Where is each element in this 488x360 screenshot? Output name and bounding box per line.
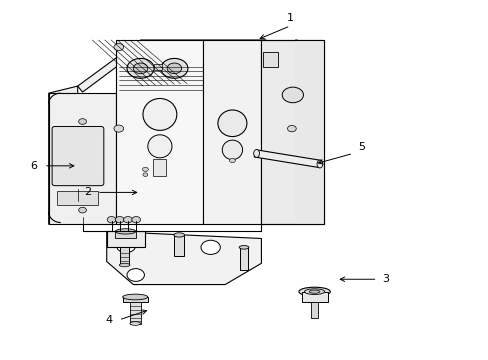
Polygon shape [261,40,324,224]
Ellipse shape [174,233,184,237]
Ellipse shape [130,322,140,325]
Polygon shape [78,40,265,92]
Ellipse shape [304,289,324,294]
Bar [263,53,278,67]
Ellipse shape [115,229,136,234]
Circle shape [132,216,140,223]
Ellipse shape [239,246,248,249]
Bar [153,64,162,70]
Polygon shape [130,302,140,324]
Circle shape [161,58,187,78]
Polygon shape [174,235,183,256]
Circle shape [79,207,86,213]
Text: 6: 6 [31,161,38,171]
Text: 3: 3 [382,274,389,284]
Polygon shape [301,292,327,302]
Ellipse shape [119,263,130,267]
Circle shape [229,158,235,163]
Polygon shape [122,297,147,302]
Polygon shape [49,86,78,224]
Ellipse shape [222,140,242,159]
Circle shape [142,167,148,171]
Polygon shape [106,231,261,284]
Ellipse shape [253,149,259,157]
Circle shape [114,125,123,132]
Polygon shape [239,247,248,270]
Polygon shape [120,247,129,265]
Text: 2: 2 [83,188,91,197]
FancyBboxPatch shape [52,126,103,186]
Circle shape [115,216,124,223]
Polygon shape [295,40,324,224]
Circle shape [107,216,116,223]
Circle shape [127,58,154,78]
Circle shape [287,125,296,132]
Polygon shape [115,231,136,238]
Circle shape [123,216,132,223]
Polygon shape [310,302,318,318]
Ellipse shape [122,294,147,300]
Polygon shape [49,93,116,224]
Ellipse shape [298,287,329,296]
Circle shape [127,269,144,282]
Ellipse shape [142,99,177,130]
Bar [152,159,166,176]
Circle shape [133,63,147,74]
Polygon shape [106,231,145,247]
Circle shape [201,240,220,255]
Text: 1: 1 [286,13,293,23]
Circle shape [79,119,86,124]
Bar [57,191,98,205]
Circle shape [282,87,303,103]
Text: 4: 4 [105,315,112,325]
Polygon shape [116,40,203,224]
Circle shape [142,173,147,176]
Circle shape [114,44,123,51]
Ellipse shape [218,110,246,136]
Ellipse shape [308,290,319,293]
Circle shape [167,63,181,74]
Polygon shape [254,150,321,168]
Text: 5: 5 [358,142,365,152]
Ellipse shape [316,160,322,168]
Circle shape [116,238,136,253]
Ellipse shape [147,135,172,158]
Polygon shape [203,40,261,224]
